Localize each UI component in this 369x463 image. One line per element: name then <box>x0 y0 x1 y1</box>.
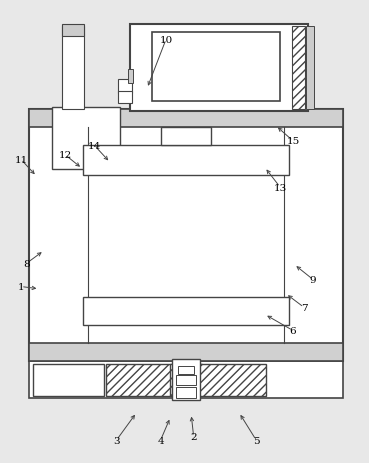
Bar <box>170 364 266 396</box>
Bar <box>118 80 132 94</box>
Text: 9: 9 <box>310 275 317 284</box>
Bar <box>152 32 280 102</box>
Bar <box>161 128 211 146</box>
Bar <box>28 343 344 361</box>
Bar <box>28 361 344 399</box>
Bar <box>28 110 344 128</box>
Bar <box>176 375 196 385</box>
Bar <box>32 364 104 396</box>
Text: 10: 10 <box>159 36 173 44</box>
Text: 2: 2 <box>190 432 197 441</box>
Text: 7: 7 <box>301 303 307 312</box>
Text: 8: 8 <box>23 259 30 268</box>
Bar <box>306 26 314 110</box>
Bar <box>28 110 344 361</box>
Bar <box>118 92 132 104</box>
Bar <box>52 108 120 170</box>
Bar <box>83 297 289 325</box>
Text: 5: 5 <box>253 436 259 444</box>
Text: 13: 13 <box>273 183 287 192</box>
Bar <box>128 70 133 84</box>
Bar <box>130 25 307 112</box>
Text: 14: 14 <box>88 142 101 150</box>
Bar <box>178 366 194 374</box>
Text: 12: 12 <box>58 151 72 160</box>
Bar <box>106 364 202 396</box>
Bar <box>176 387 196 399</box>
Text: 6: 6 <box>290 326 296 335</box>
Bar <box>172 359 200 400</box>
Text: 4: 4 <box>157 436 164 444</box>
Bar <box>83 146 289 176</box>
Text: 3: 3 <box>113 436 120 444</box>
Text: 15: 15 <box>286 137 300 146</box>
Text: 1: 1 <box>18 282 24 291</box>
Bar <box>62 25 85 37</box>
Text: 11: 11 <box>14 156 28 164</box>
Bar <box>62 26 85 110</box>
Bar <box>292 26 304 110</box>
